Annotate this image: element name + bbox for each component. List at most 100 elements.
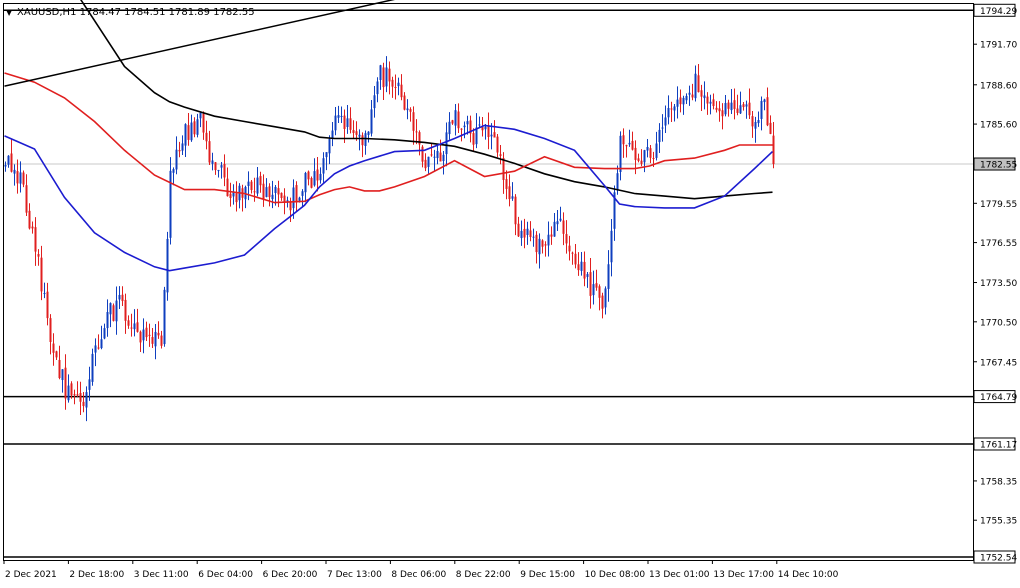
time-tick-label: 2 Dec 2021 — [5, 570, 57, 580]
candle — [625, 144, 628, 158]
candle — [682, 95, 685, 115]
candle-body — [211, 160, 214, 164]
candle — [685, 93, 688, 105]
candles — [4, 56, 775, 422]
candle-body — [667, 107, 670, 118]
candle-body — [349, 118, 352, 130]
candle-body — [25, 185, 28, 213]
candle-body — [598, 286, 601, 298]
candle — [55, 350, 58, 360]
candle-body — [85, 392, 88, 408]
price-axis[interactable]: 1800.751797.701794.291791.701788.601785.… — [973, 0, 1017, 564]
candle-body — [733, 100, 736, 109]
candle — [703, 81, 706, 110]
candle-body — [592, 284, 595, 296]
moving-average-line — [4, 72, 773, 204]
candle — [709, 94, 712, 115]
candle-body — [547, 234, 550, 246]
candle — [553, 213, 556, 237]
candle — [442, 150, 445, 175]
candle — [43, 282, 46, 299]
candle-body — [661, 127, 664, 129]
candle-body — [670, 108, 673, 110]
candle-body — [739, 105, 742, 114]
candle — [763, 98, 766, 111]
candle — [340, 106, 343, 124]
trendline[interactable] — [4, 0, 935, 87]
price-tick-label: 1770.50 — [980, 318, 1017, 328]
candle — [322, 152, 325, 183]
candle — [556, 209, 559, 231]
candle-body — [364, 133, 367, 146]
time-axis[interactable]: 2 Dec 2021 2 Dec 18:00 3 Dec 11:00 6 Dec 04… — [3, 560, 839, 580]
candle — [283, 188, 286, 215]
candle-body — [208, 141, 211, 163]
candle — [232, 184, 235, 205]
candle — [721, 103, 724, 130]
candle — [112, 303, 115, 322]
candle — [307, 170, 310, 186]
candle — [382, 62, 385, 100]
candle — [424, 153, 427, 172]
candle-body — [637, 158, 640, 161]
candle — [613, 185, 616, 241]
candle — [499, 144, 502, 165]
candle-body — [535, 234, 538, 253]
candle — [463, 121, 466, 139]
candle — [334, 106, 337, 136]
candle-body — [382, 67, 385, 88]
candle-body — [694, 73, 697, 99]
candle — [376, 77, 379, 103]
candle — [37, 249, 40, 266]
candle-body — [118, 294, 121, 300]
candle-body — [448, 121, 451, 135]
candle — [643, 149, 646, 173]
candle — [730, 88, 733, 115]
candle-body — [250, 181, 253, 191]
candle — [637, 153, 640, 163]
candle — [268, 183, 271, 207]
time-tick-label: 13 Dec 01:00 — [649, 570, 710, 580]
candle — [82, 392, 85, 413]
candle-body — [43, 293, 46, 295]
candle-body — [28, 210, 31, 229]
candle — [754, 116, 757, 143]
candle-body — [649, 148, 652, 158]
candle-body — [19, 172, 22, 184]
candle-body — [268, 186, 271, 198]
header-arrow-icon[interactable]: ▼ — [6, 8, 13, 17]
candle-body — [487, 126, 490, 137]
candle — [568, 235, 571, 261]
candle-body — [475, 127, 478, 145]
candle-body — [751, 116, 754, 127]
candle — [418, 130, 421, 156]
candle-body — [145, 327, 148, 338]
candle-body — [199, 112, 202, 119]
candle — [583, 251, 586, 287]
candle — [562, 212, 565, 246]
candle — [157, 321, 160, 339]
candle — [193, 117, 196, 138]
candle-body — [76, 394, 79, 396]
candle — [241, 184, 244, 212]
candle — [70, 381, 73, 399]
candle — [694, 65, 697, 102]
candle-body — [472, 133, 475, 145]
candle-body — [7, 155, 10, 165]
candle — [199, 112, 202, 128]
candle — [154, 324, 157, 360]
candle-body — [466, 121, 469, 125]
candle-body — [568, 245, 571, 252]
candle — [742, 101, 745, 111]
candle-body — [421, 146, 424, 162]
candle — [127, 315, 130, 329]
candle — [505, 170, 508, 200]
candle-body — [406, 108, 409, 111]
candle — [631, 131, 634, 151]
candle — [421, 145, 424, 168]
candle-body — [619, 135, 622, 172]
candle — [139, 330, 142, 353]
plot-frame — [3, 3, 974, 561]
